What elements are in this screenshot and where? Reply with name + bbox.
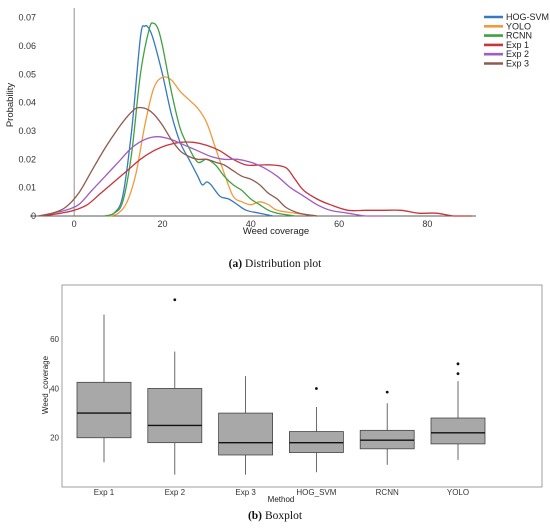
boxplot-y-axis-label: Weed_coverage (41, 355, 50, 414)
box-iqr (147, 388, 203, 444)
boxplot-x-tick-label: YOLO (447, 488, 469, 497)
boxplot-x-tick-label: HOG_SVM (296, 488, 336, 497)
boxplot-y-tick-label: 60 (50, 335, 59, 344)
legend-entry: Exp 2 (506, 49, 529, 59)
boxplot-frame (61, 284, 543, 488)
density-x-ticks: 0 20 40 60 80 (72, 219, 433, 229)
boxplot-x-tick-label: Exp 2 (165, 488, 186, 497)
density-x-tick-label: 0 (72, 219, 77, 229)
box-outlier (385, 390, 389, 394)
density-series-line (104, 25, 274, 217)
box-rcnn (359, 390, 415, 465)
box-hog-svm (288, 387, 344, 473)
caption-a-text: Distribution plot (245, 258, 322, 270)
caption-b-text: Boxplot (265, 510, 303, 522)
box-outlier (173, 298, 177, 302)
box-outlier (456, 372, 460, 376)
density-x-tick-label: 60 (334, 219, 344, 229)
box-outlier (456, 362, 460, 366)
boxplot-y-ticks: 20 40 60 (50, 335, 59, 443)
density-y-axis-label: Probability (5, 83, 16, 128)
density-y-tick-label: 0.02 (18, 154, 36, 164)
box-outlier (315, 387, 318, 390)
density-y-tick-label: 0.07 (18, 13, 36, 23)
density-y-tick-label: 0 (31, 211, 36, 221)
caption-b: (b) Boxplot (248, 510, 303, 522)
box-exp-1 (76, 314, 132, 463)
boxplot-x-ticks: Exp 1 Exp 2 Exp 3 HOG_SVM RCNN YOLO (94, 488, 469, 497)
boxplot-x-tick-label: Exp 3 (235, 488, 256, 497)
legend-entry: HOG-SVM (506, 12, 549, 22)
density-x-axis-label: Weed coverage (243, 226, 309, 237)
density-x-tick-label: 40 (246, 219, 256, 229)
density-series-lines (38, 22, 472, 217)
density-y-tick-label: 0.01 (18, 183, 36, 193)
box-exp-2 (147, 298, 203, 475)
boxplot-boxes (76, 298, 486, 475)
box-iqr (218, 412, 274, 456)
density-y-tick-label: 0.04 (18, 98, 36, 108)
density-y-tick-label: 0.06 (18, 41, 36, 51)
density-y-ticks: 0 0.01 0.02 0.03 0.04 0.05 0.06 0.07 (18, 13, 36, 221)
density-series-line (38, 136, 384, 217)
density-series-line (43, 141, 472, 217)
box-plot: 20 40 60 Exp 1 Exp 2 Exp 3 HOG_SVM RCNN YOLO Me… (41, 284, 543, 504)
box-exp-3 (218, 376, 274, 475)
boxplot-x-tick-label: RCNN (376, 488, 399, 497)
legend-entry: Exp 3 (506, 59, 529, 69)
caption-a-prefix: (a) (229, 258, 243, 270)
density-y-tick-label: 0.05 (18, 69, 36, 79)
boxplot-x-axis-label: Method (268, 495, 295, 504)
box-yolo (430, 362, 486, 460)
density-plot: 00.010.020.030.040.050.060.07 0 20 40 60 80 … (5, 8, 549, 237)
density-series-line (104, 22, 296, 217)
density-x-tick-label: 20 (157, 219, 167, 229)
box-iqr (76, 381, 132, 439)
legend-entry: Exp 1 (506, 40, 529, 50)
caption-a: (a) Distribution plot (229, 258, 323, 270)
legend-entry: RCNN (506, 31, 532, 41)
box-iqr (430, 417, 486, 445)
density-series-line (109, 76, 318, 217)
boxplot-y-tick-label: 40 (50, 384, 59, 393)
density-x-tick-label: 80 (422, 219, 432, 229)
caption-b-prefix: (b) (248, 510, 262, 522)
boxplot-y-tick-label: 20 (50, 434, 59, 443)
legend-entry: YOLO (506, 21, 531, 31)
density-y-tick-label: 0.03 (18, 126, 36, 136)
boxplot-x-tick-label: Exp 1 (94, 488, 115, 497)
density-series-line (38, 106, 318, 217)
